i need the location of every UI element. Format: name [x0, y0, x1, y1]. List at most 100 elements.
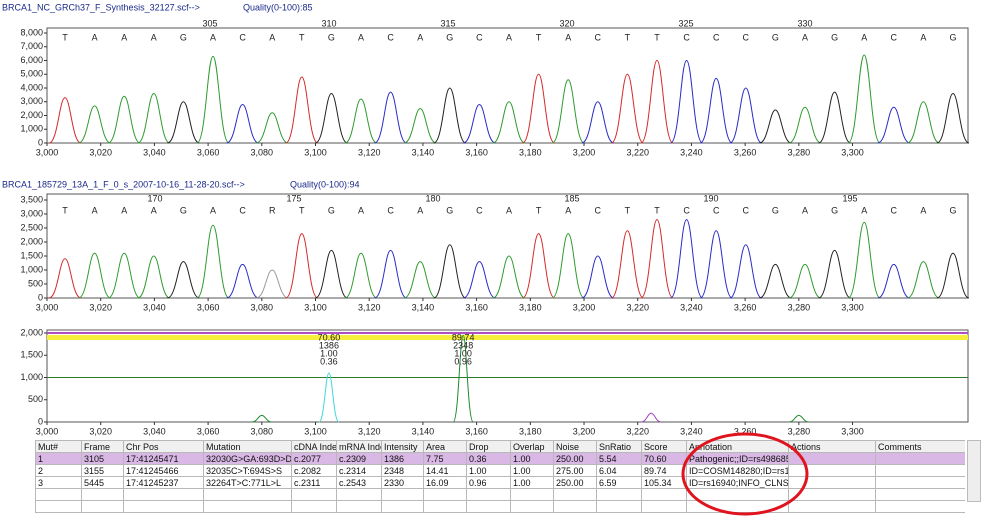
- empty-cell: [788, 500, 876, 513]
- cell: 3: [35, 476, 82, 489]
- trace-peak: [167, 261, 200, 299]
- y-tick-label: 1,000: [20, 264, 43, 274]
- column-header[interactable]: mRNA Index: [336, 440, 382, 453]
- x-tick-label: 3,100: [304, 426, 327, 436]
- x-tick-label: 3,140: [412, 426, 435, 436]
- column-header[interactable]: Overlap: [510, 440, 554, 453]
- difference-peak: [641, 412, 662, 423]
- base-call: R: [269, 205, 276, 215]
- column-header[interactable]: Mutation: [203, 440, 292, 453]
- trace-peak: [403, 261, 437, 299]
- column-header[interactable]: cDNA Index: [291, 440, 337, 453]
- cell: 0.96: [466, 476, 511, 489]
- scrollbar[interactable]: [967, 440, 981, 502]
- trace-peak: [847, 221, 881, 299]
- base-call: C: [239, 32, 246, 42]
- x-tick-label: 3,180: [519, 302, 542, 312]
- column-header[interactable]: SnRatio: [596, 440, 642, 453]
- trace-peak: [936, 252, 970, 299]
- empty-cell: [686, 488, 789, 501]
- empty-cell: [123, 488, 204, 501]
- base-call: C: [743, 32, 750, 42]
- base-position: 305: [202, 18, 217, 28]
- column-header[interactable]: Intensity: [381, 440, 424, 453]
- column-header[interactable]: Noise: [553, 440, 597, 453]
- cell: 2: [35, 464, 82, 477]
- trace-peak: [226, 103, 259, 144]
- cell: c.2543: [336, 476, 382, 489]
- cell: c.2077: [291, 452, 337, 465]
- empty-cell: [466, 500, 511, 513]
- mutation-row[interactable]: 2 3155 17:41245466 32035C>T:694S>S c.2082 c.2…: [35, 464, 965, 477]
- cell: 89.74: [641, 464, 687, 477]
- empty-cell: [35, 500, 82, 513]
- cell: [788, 452, 876, 465]
- column-header[interactable]: Frame: [81, 440, 124, 453]
- base-call: A: [92, 32, 98, 42]
- x-tick-label: 3,020: [89, 302, 112, 312]
- y-tick-label: 7,000: [20, 41, 43, 51]
- x-tick-label: 3,300: [841, 426, 864, 436]
- trace-peak: [315, 92, 348, 144]
- base-call: G: [180, 205, 187, 215]
- x-tick-label: 3,120: [358, 302, 381, 312]
- peak-annotation: 2348: [453, 340, 473, 350]
- trace-peak: [670, 219, 704, 299]
- base-position: 180: [425, 193, 440, 203]
- y-tick-label: 5,000: [20, 69, 43, 79]
- cell: c.2082: [291, 464, 337, 477]
- x-tick-label: 3,180: [519, 426, 542, 436]
- base-call: G: [446, 32, 453, 42]
- empty-cell: [423, 500, 467, 513]
- cell: 7.75: [423, 452, 467, 465]
- cell: 17:41245466: [123, 464, 204, 477]
- column-header[interactable]: Annotation: [686, 440, 789, 453]
- trace-peak: [640, 219, 674, 299]
- trace-peak: [759, 109, 792, 144]
- mutation-row[interactable]: 3 5445 17:41245237 32264T>C:771L>L c.2311 c.2…: [35, 476, 965, 489]
- trace-peak: [522, 233, 556, 299]
- cell: 3155: [81, 464, 124, 477]
- empty-cell: [203, 500, 292, 513]
- peak-annotation: 1386: [319, 340, 339, 350]
- trace-peak: [670, 59, 704, 144]
- base-call: T: [536, 32, 542, 42]
- y-tick-label: 1,500: [20, 350, 43, 360]
- x-tick-label: 3,100: [304, 302, 327, 312]
- trace-peak: [344, 252, 378, 299]
- trace-peak: [818, 249, 851, 299]
- x-tick-label: 3,100: [304, 147, 327, 157]
- y-tick-label: 0: [38, 292, 43, 302]
- cell: [875, 464, 965, 477]
- column-header[interactable]: Drop: [466, 440, 511, 453]
- plot-frame: [46, 27, 969, 144]
- column-header[interactable]: Mut#: [35, 440, 82, 453]
- column-header[interactable]: Comments: [875, 440, 965, 453]
- trace-peak: [107, 95, 141, 144]
- mutation-row[interactable]: 1 3105 17:41245471 32030G>GA:693D>D c.2077 c.…: [35, 452, 965, 465]
- trace-peak: [581, 255, 615, 299]
- x-tick-label: 3,260: [734, 426, 757, 436]
- x-tick-label: 3,200: [573, 147, 596, 157]
- trace-peak: [285, 76, 319, 144]
- cell: 250.00: [553, 452, 597, 465]
- column-header[interactable]: Score: [641, 440, 687, 453]
- column-header[interactable]: Chr Pos: [123, 440, 204, 453]
- base-call: T: [62, 32, 68, 42]
- x-tick-label: 3,220: [626, 426, 649, 436]
- base-call: C: [387, 205, 394, 215]
- trace-peak: [78, 252, 111, 299]
- empty-cell: [553, 488, 597, 501]
- trace-peak: [433, 87, 467, 144]
- cell: 1386: [381, 452, 424, 465]
- column-header[interactable]: Actions: [788, 440, 876, 453]
- base-call: A: [506, 32, 512, 42]
- base-position: 320: [559, 18, 574, 28]
- x-tick-label: 3,120: [358, 426, 381, 436]
- base-call: C: [891, 205, 898, 215]
- cell: 32035C>T:694S>S: [203, 464, 292, 477]
- empty-cell: [336, 488, 382, 501]
- column-header[interactable]: Area: [423, 440, 467, 453]
- cell: 16.09: [423, 476, 467, 489]
